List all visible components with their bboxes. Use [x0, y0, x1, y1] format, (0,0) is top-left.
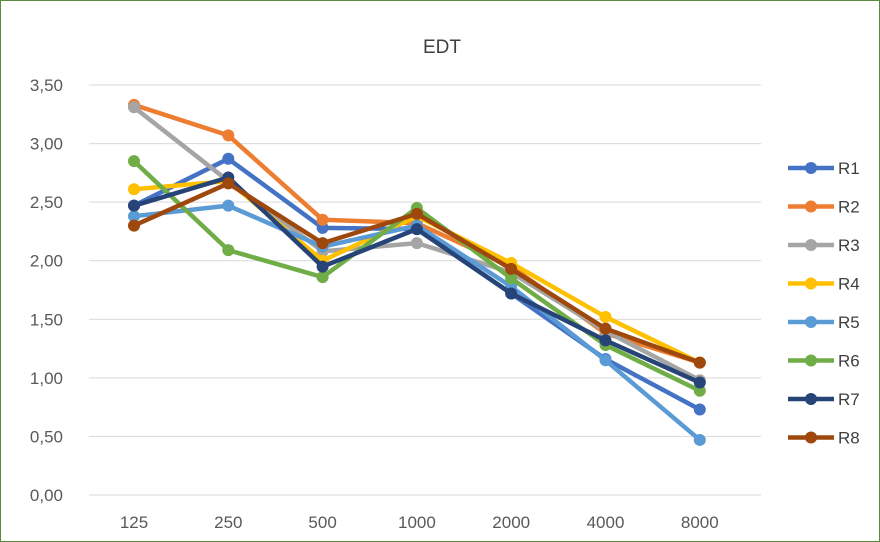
series-r1: [128, 152, 706, 416]
data-point: [599, 334, 612, 347]
legend-label: R1: [838, 159, 860, 178]
y-tick-label: 1,00: [30, 369, 63, 388]
data-point: [599, 322, 612, 335]
data-point: [128, 155, 140, 168]
data-point: [410, 223, 423, 236]
y-tick-label: 0,00: [30, 486, 63, 505]
data-point: [693, 356, 706, 369]
data-point: [316, 260, 329, 273]
y-tick-label: 2,50: [30, 193, 63, 212]
legend-item: R1: [788, 159, 860, 178]
legend-item: R8: [788, 429, 860, 448]
series-r8: [128, 177, 706, 369]
data-point: [222, 199, 235, 212]
data-point: [693, 384, 706, 397]
x-tick-label: 1000: [398, 513, 436, 532]
y-tick-label: 3,00: [30, 135, 63, 154]
series-line: [131, 158, 703, 393]
legend-label: R6: [838, 352, 860, 371]
legend-swatch-marker: [805, 200, 817, 213]
data-point: [410, 237, 423, 250]
gridlines: [89, 84, 761, 496]
data-point: [316, 237, 329, 250]
data-point: [222, 177, 235, 190]
series-line: [131, 156, 703, 412]
data-point: [693, 433, 706, 446]
legend-swatch-marker: [805, 162, 817, 174]
legend-label: R4: [838, 275, 860, 294]
legend-swatch-marker: [805, 277, 817, 290]
data-point: [505, 262, 518, 275]
x-tick-label: 2000: [492, 513, 530, 532]
legend-label: R7: [838, 390, 860, 409]
legend-label: R5: [838, 313, 860, 332]
legend-item: R2: [788, 198, 860, 217]
data-point: [316, 271, 329, 284]
y-axis-ticks: 0,00 0,50 1,00 1,50 2,00 2,50 3,00 3,50: [30, 76, 63, 505]
data-point: [222, 129, 235, 142]
x-tick-label: 250: [214, 513, 242, 532]
x-tick-label: 4000: [587, 513, 625, 532]
legend-swatch-marker: [805, 393, 817, 405]
data-point: [316, 221, 329, 234]
legend-label: R2: [838, 198, 860, 217]
legend: R1 R2 R3 R4 R5 R6 R7 R8: [788, 159, 860, 448]
y-tick-label: 3,50: [30, 76, 63, 95]
x-tick-label: 8000: [681, 513, 719, 532]
data-point: [316, 213, 329, 226]
y-tick-label: 1,50: [30, 310, 63, 329]
legend-label: R8: [838, 429, 860, 448]
chart-title: EDT: [423, 37, 461, 58]
data-point: [505, 272, 518, 285]
data-point: [693, 376, 706, 389]
y-tick-label: 2,00: [30, 252, 63, 271]
legend-item: R3: [788, 236, 860, 255]
data-point: [599, 354, 612, 367]
x-tick-label: 125: [120, 513, 148, 532]
legend-swatch-marker: [805, 316, 817, 328]
legend-item: R6: [788, 352, 860, 371]
data-point: [128, 183, 140, 196]
data-point: [222, 152, 235, 165]
data-point: [693, 403, 706, 416]
legend-swatch-marker: [805, 431, 817, 444]
data-point: [222, 244, 235, 257]
x-tick-label: 500: [308, 513, 336, 532]
legend-swatch-marker: [805, 239, 817, 251]
x-axis-ticks: 125 250 500 1000 2000 4000 8000: [120, 513, 719, 532]
data-point: [410, 207, 423, 220]
legend-swatch-marker: [805, 354, 817, 367]
data-point: [128, 210, 140, 223]
data-point: [128, 199, 140, 212]
legend-item: R7: [788, 390, 860, 409]
data-point: [128, 219, 140, 232]
legend-item: R5: [788, 313, 860, 332]
y-tick-label: 0,50: [30, 427, 63, 446]
data-point: [128, 101, 140, 114]
legend-label: R3: [838, 236, 860, 255]
data-point: [599, 310, 612, 323]
data-point: [505, 287, 518, 300]
series-lines: [128, 98, 706, 446]
legend-item: R4: [788, 275, 860, 294]
